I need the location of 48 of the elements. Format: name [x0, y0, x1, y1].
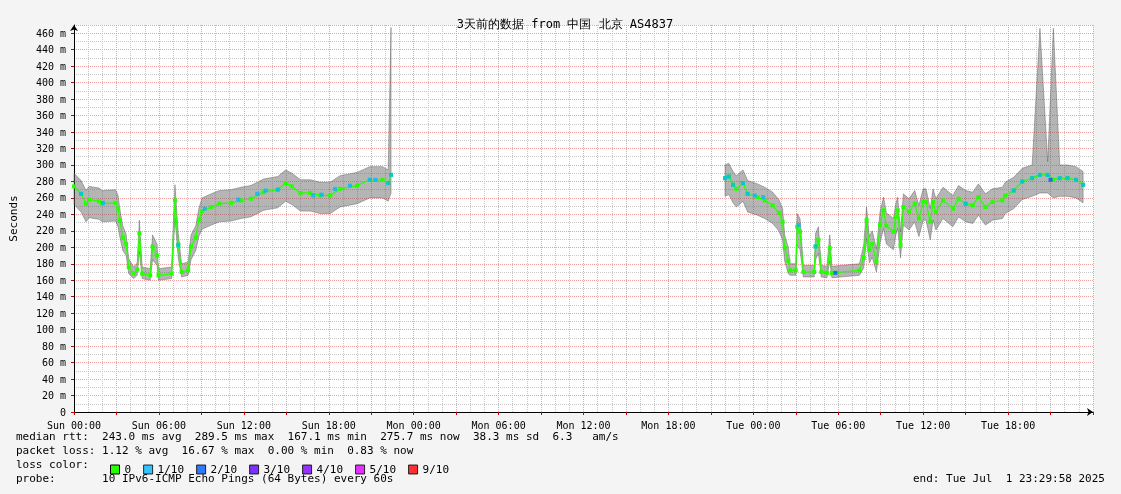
- x-tick-label: Mon 12:00: [556, 419, 611, 431]
- x-tick-label: Tue 00:00: [726, 419, 781, 431]
- x-tick-label: Sun 18:00: [301, 419, 356, 431]
- y-tick-label: 380 m: [35, 93, 66, 105]
- y-tick-label: 200 m: [35, 241, 66, 253]
- y-tick-label: 100 m: [35, 324, 66, 336]
- y-tick-label: 120 m: [35, 307, 66, 319]
- y-tick-label: 140 m: [35, 291, 66, 303]
- text: packet loss: 1.12 % avg 16.67 % max 0.00 % min 0.83 % now: [16, 444, 414, 457]
- x-tick-label: Tue 06:00: [811, 419, 866, 431]
- x-tick-label: Tue 18:00: [980, 419, 1036, 431]
- chart-title: 3天前的数据 from 中国 北京 AS4837: [456, 17, 674, 31]
- y-tick-label: 400 m: [35, 77, 66, 89]
- y-tick-label: 20 m: [41, 390, 66, 402]
- y-tick-label: 40 m: [41, 373, 66, 385]
- y-tick-label: 180 m: [35, 258, 66, 270]
- y-tick-label: 280 m: [35, 175, 66, 187]
- text: end: Tue Jul 1 23:29:58 2025: [912, 472, 1105, 485]
- y-tick-label: 440 m: [35, 44, 66, 56]
- point: [833, 270, 838, 275]
- x-tick-label: Mon 06:00: [471, 419, 526, 431]
- y-tick-label: 460 m: [35, 27, 66, 39]
- point: [333, 186, 338, 191]
- legend-title: loss color:: [16, 458, 89, 471]
- y-tick-label: 80 m: [41, 340, 66, 352]
- x-tick-label: Sun 12:00: [216, 419, 271, 431]
- y-tick-label: 240 m: [35, 208, 66, 220]
- y-tick-label: 260 m: [35, 192, 66, 204]
- y-tick-label: 220 m: [35, 225, 66, 237]
- y-tick-label: 160 m: [35, 274, 66, 286]
- point: [347, 183, 352, 188]
- y-tick-label: 60 m: [41, 357, 66, 369]
- x-tick-label: Sun 06:00: [131, 419, 187, 431]
- y-tick-label: 320 m: [35, 143, 66, 155]
- y-tick-label: 300 m: [35, 159, 66, 171]
- point: [255, 191, 260, 196]
- y-tick-label: 360 m: [35, 110, 66, 122]
- x-tick-label: Mon 00:00: [386, 419, 441, 431]
- text: median rtt: 243.0 ms avg 289.5 ms max 167.1 ms min 275.7 ms now 38.3 ms sd 6.3 am/s: [16, 430, 619, 443]
- point: [373, 177, 378, 182]
- y-tick-label: 340 m: [35, 126, 66, 138]
- legend-label: 9/10: [422, 463, 450, 476]
- y-tick-label: 0: [59, 406, 66, 418]
- x-tick-label: Sun 00:00: [46, 419, 102, 431]
- x-tick-label: Mon 18:00: [641, 419, 696, 431]
- y-axis-title: Seconds: [7, 195, 20, 242]
- y-tick-label: 420 m: [35, 60, 66, 72]
- x-tick-label: Tue 12:00: [896, 419, 951, 431]
